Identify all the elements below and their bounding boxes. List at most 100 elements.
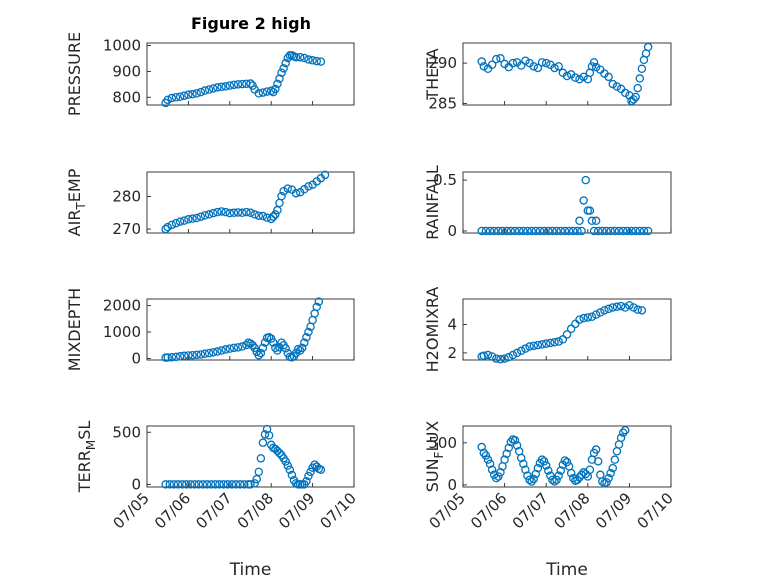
data-point [215,480,224,489]
data-point [585,206,595,215]
data-point [487,465,497,475]
y-tick-label: 500 [428,434,457,452]
data-point [591,445,601,454]
data-point [506,226,516,236]
data-point [266,214,276,224]
data-point [544,226,553,236]
data-point [283,461,293,470]
data-point [287,470,297,480]
data-point [233,208,243,217]
data-point [544,466,553,475]
data-point [188,350,197,360]
y-tick-label: 2 [447,344,457,362]
data-point [604,72,613,82]
data-point [260,338,270,347]
data-point [589,58,599,67]
data-point [521,56,530,65]
data-point [297,343,307,353]
data-point [577,226,586,236]
data-point [608,303,618,312]
data-point [587,312,597,321]
data-point [612,302,622,312]
data-point [516,61,526,70]
data-point [281,457,290,466]
x-tick-label: 07/08 [550,489,593,532]
data-point [293,344,303,354]
data-point [550,63,559,73]
data-point [546,338,555,348]
x-tick-label: 07/08 [234,489,277,532]
x-tick-label: 07/09 [275,489,318,532]
data-point [560,456,570,465]
data-point [550,338,559,347]
data-point [277,68,286,77]
y-tick-label: 270 [112,220,141,238]
data-point [254,350,264,360]
data-point [258,88,268,97]
data-point [616,301,626,311]
x-tick-label: 07/10 [317,489,360,532]
data-point [271,84,280,94]
data-point [623,226,632,236]
data-point [643,226,653,236]
data-point [606,468,615,478]
y-tick-label: 800 [112,88,141,106]
data-point [250,479,259,488]
data-point [242,207,251,217]
data-point [558,335,568,344]
x-tick-label: 07/07 [192,489,235,532]
data-point [237,79,247,89]
data-point [523,471,532,480]
data-point [258,211,268,221]
data-point [208,84,218,93]
data-point [531,226,541,236]
data-point [188,214,197,223]
data-point [271,343,280,353]
data-point [206,480,216,489]
data-point [556,226,566,236]
data-point [537,340,547,349]
y-axis-label: AIRTEMP [65,168,88,236]
data-point [316,57,326,66]
data-point [566,468,576,478]
x-tick-label: 07/05 [426,489,469,532]
data-point [616,433,626,443]
data-point [233,343,243,352]
data-point [217,82,226,92]
data-point [256,454,266,463]
data-point [610,226,620,236]
data-point [256,348,266,358]
data-point [196,87,206,97]
data-point [213,83,222,92]
data-point [208,208,218,218]
data-point [492,473,501,483]
data-point [167,220,177,230]
data-point [271,210,280,219]
data-point [529,474,538,484]
data-point [235,480,245,489]
data-point [637,64,647,74]
data-point [258,438,268,447]
data-point [606,226,615,236]
data-point [481,451,491,460]
data-point [492,354,501,363]
data-point [556,466,566,475]
y-tick-label: 2000 [103,297,141,315]
data-point [620,303,630,312]
data-point [498,226,507,236]
data-point [504,443,514,453]
data-point [494,472,503,481]
data-point [598,477,607,486]
data-point [552,475,561,485]
data-point [479,62,489,71]
data-point [496,54,505,63]
data-point [167,93,177,103]
data-point [508,58,518,68]
data-point [516,346,526,356]
data-point [525,475,534,485]
data-point [575,216,584,226]
data-point [533,463,543,473]
data-point [573,226,582,236]
data-point [233,80,243,89]
data-point [180,351,189,361]
